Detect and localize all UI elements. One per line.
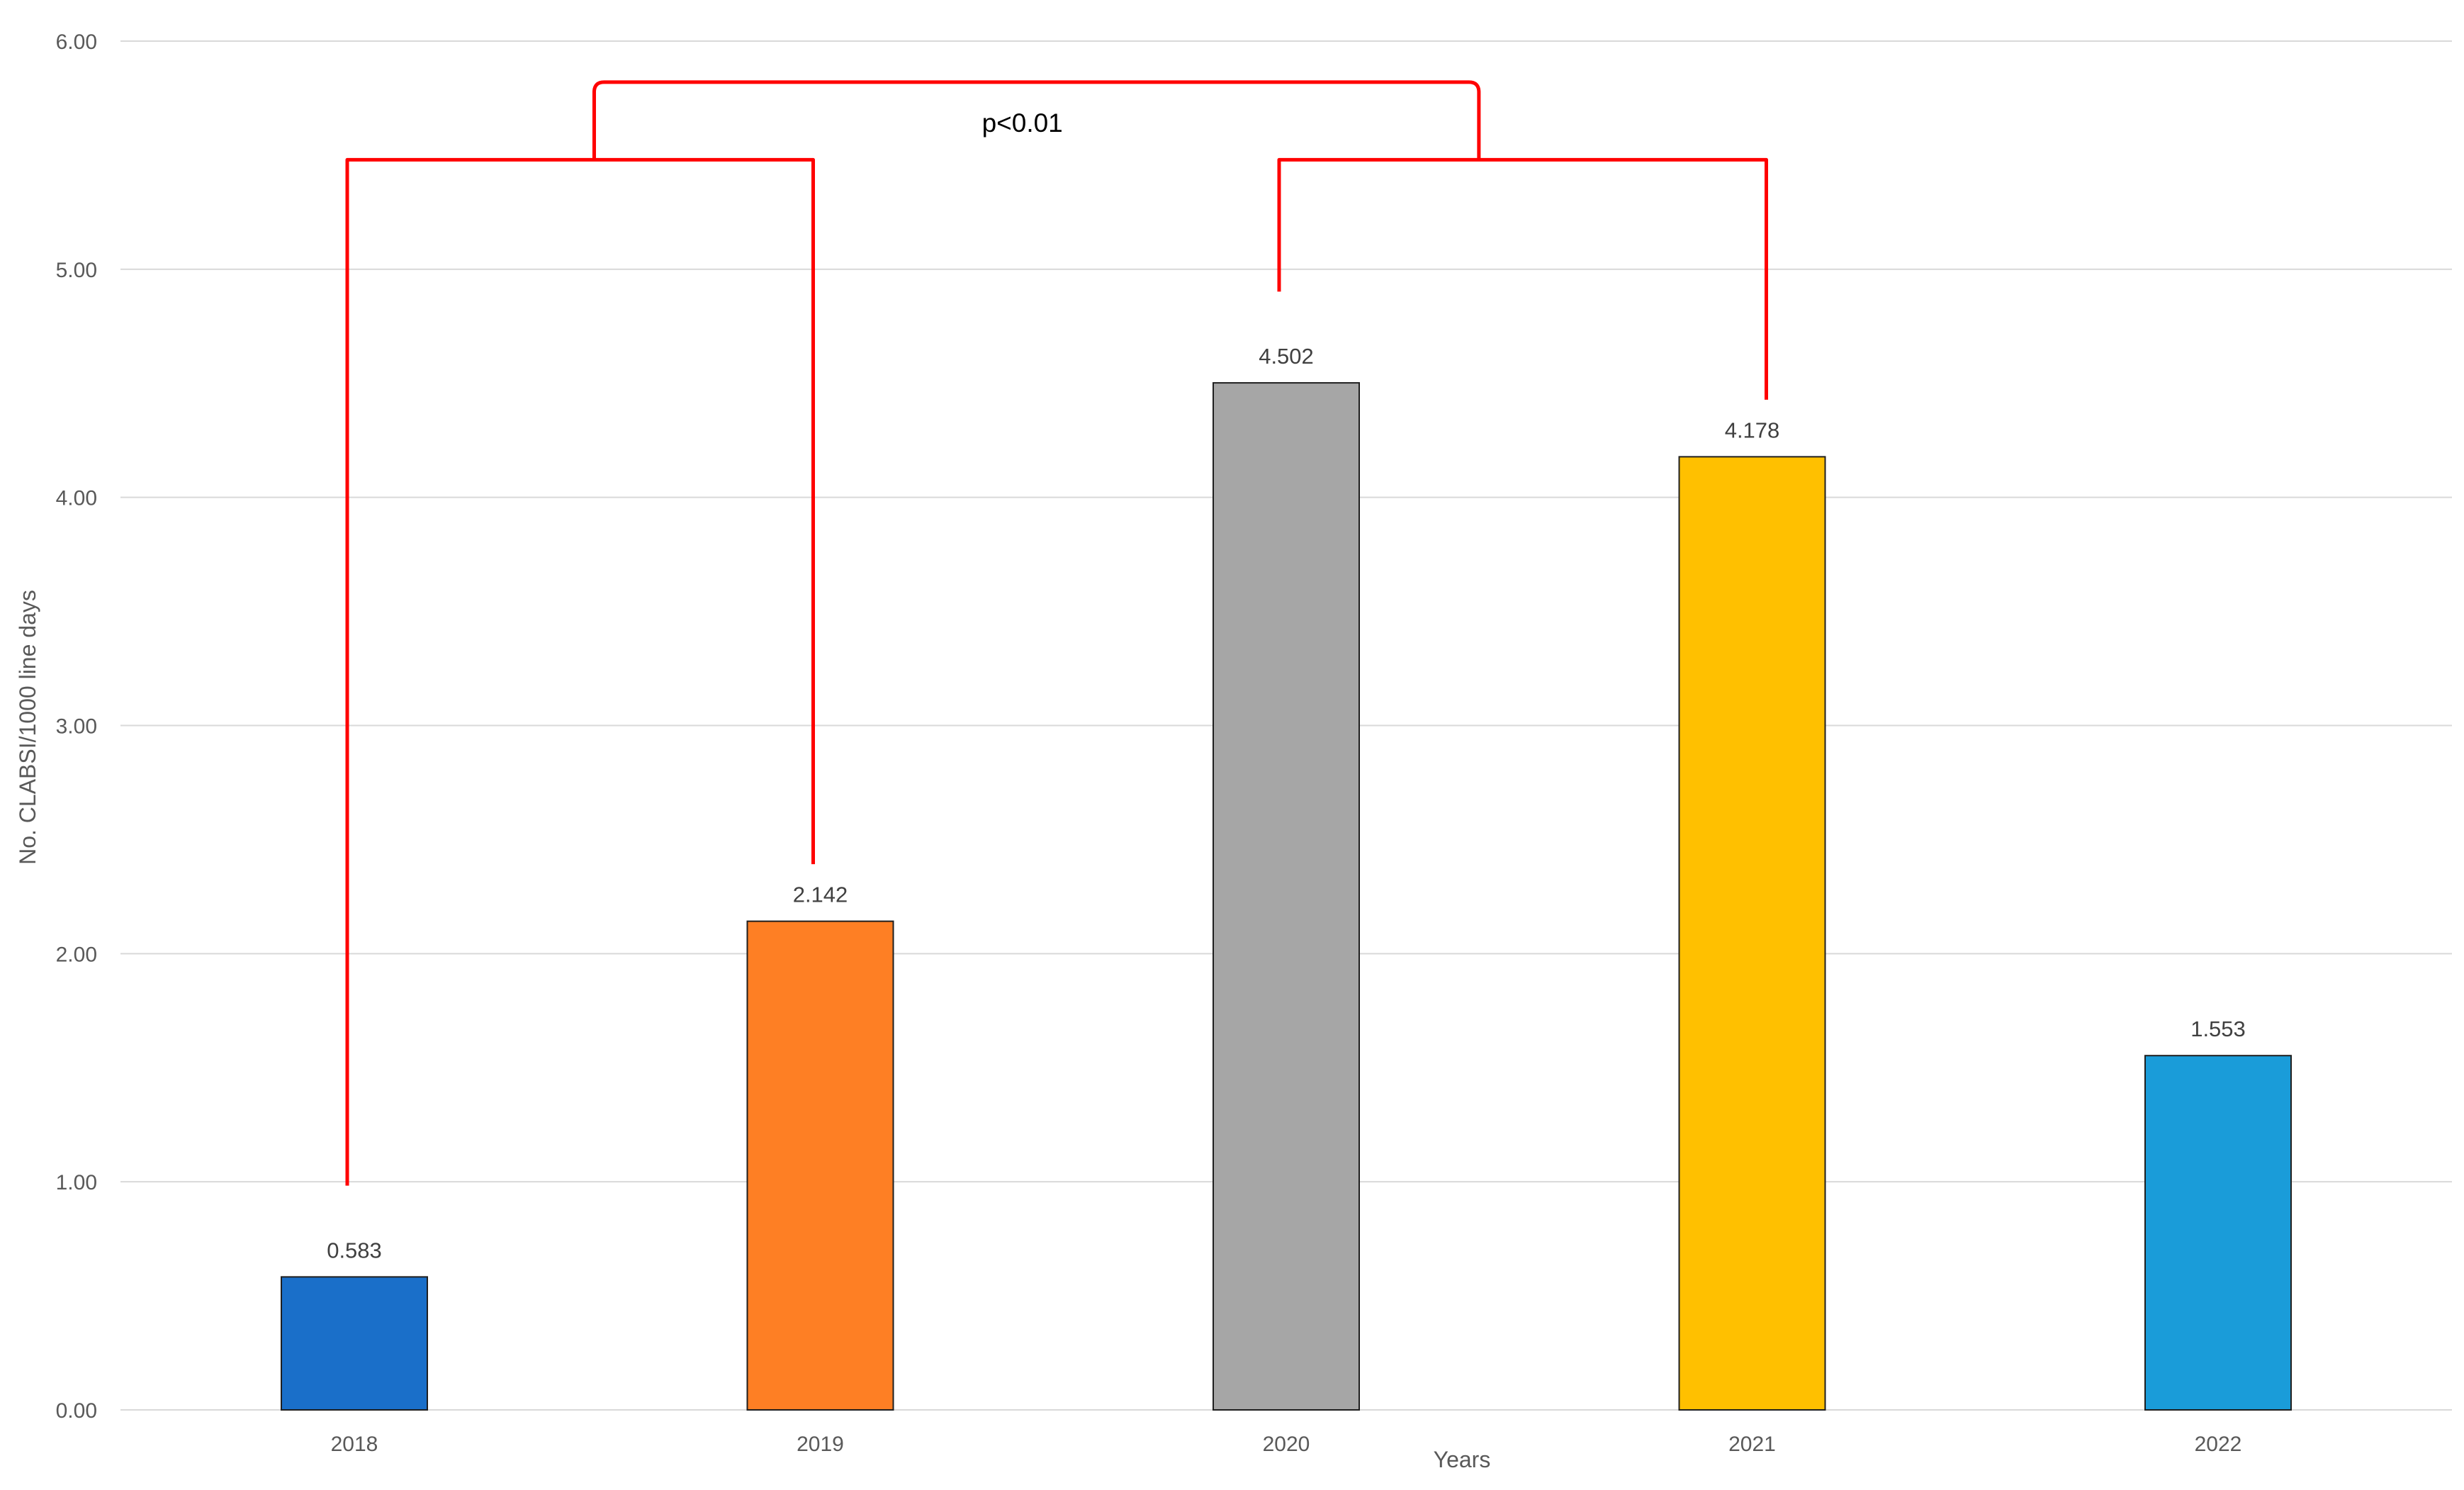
y-axis-title: No. CLABSI/1000 line days xyxy=(15,590,40,865)
x-tick-label: 2019 xyxy=(797,1433,844,1456)
y-tick-label: 5.00 xyxy=(56,259,97,282)
data-label-2020: 4.502 xyxy=(1259,344,1314,369)
significance-annotations: p<0.01 xyxy=(345,80,1768,1186)
data-label-2019: 2.142 xyxy=(793,883,848,907)
x-tick-label: 2022 xyxy=(2195,1433,2242,1456)
x-tick-labels: 2018 2019 2020 2021 2022 xyxy=(331,1433,2242,1456)
bar-2021 xyxy=(1678,456,1826,1411)
bar-2018 xyxy=(281,1276,428,1411)
bars xyxy=(281,382,2292,1411)
data-label-2022: 1.553 xyxy=(2190,1016,2246,1041)
bar-2020 xyxy=(1213,382,1360,1411)
data-label-2018: 0.583 xyxy=(327,1238,382,1262)
y-tick-label: 3.00 xyxy=(56,715,97,739)
y-tick-labels: 0.00 1.00 2.00 3.00 4.00 5.00 6.00 xyxy=(56,30,97,1423)
x-tick-label: 2020 xyxy=(1263,1433,1310,1456)
p-value-label: p<0.01 xyxy=(982,108,1063,138)
data-labels: 0.583 2.142 4.502 4.178 1.553 xyxy=(327,344,2246,1262)
significance-bracket-top xyxy=(592,80,1481,160)
y-tick-label: 4.00 xyxy=(56,487,97,510)
x-axis-title: Years xyxy=(1434,1447,1491,1472)
y-tick-label: 1.00 xyxy=(56,1171,97,1194)
x-tick-label: 2021 xyxy=(1728,1433,1776,1456)
x-tick-label: 2018 xyxy=(331,1433,378,1456)
bar-2019 xyxy=(746,920,894,1411)
bar-2022 xyxy=(2144,1055,2292,1411)
y-tick-label: 6.00 xyxy=(56,30,97,54)
significance-bracket-2020-2021 xyxy=(1277,157,1768,400)
data-label-2021: 4.178 xyxy=(1725,418,1780,442)
y-tick-label: 2.00 xyxy=(56,943,97,966)
significance-bracket-2018-2019 xyxy=(345,157,815,1186)
y-tick-label: 0.00 xyxy=(56,1399,97,1423)
